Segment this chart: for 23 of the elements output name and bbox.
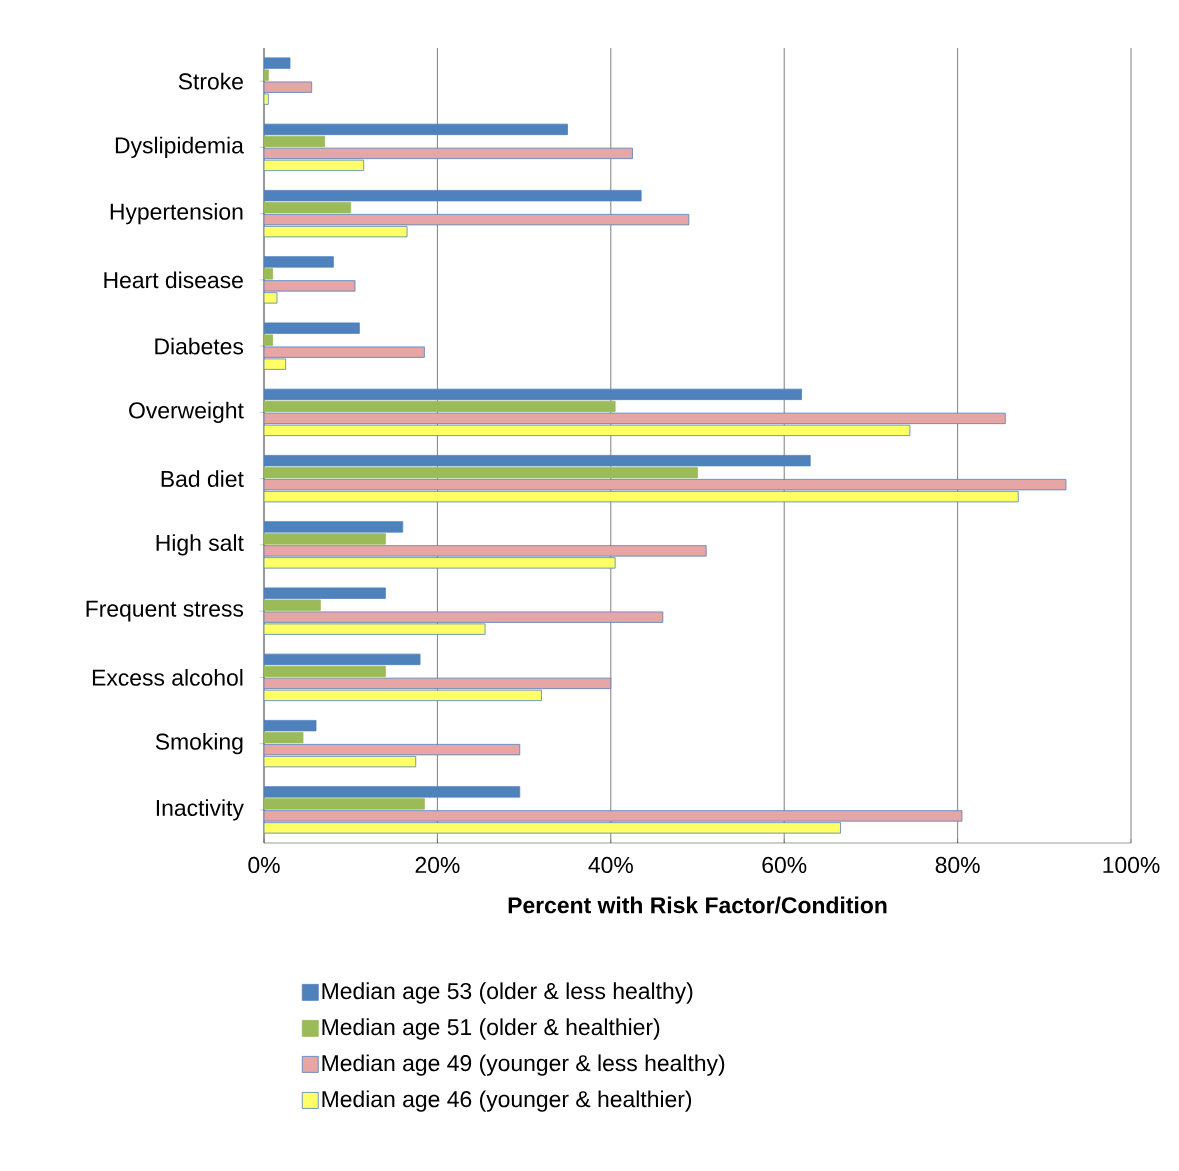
x-tick-label: 20% bbox=[415, 856, 460, 874]
y-tick-label: Stroke bbox=[178, 72, 243, 90]
legend-label: Median age 46 (younger & healthier) bbox=[322, 1090, 692, 1112]
y-tick-label: High salt bbox=[156, 534, 244, 556]
y-tick-label: Smoking bbox=[155, 732, 243, 755]
x-tick-label: 100% bbox=[1103, 856, 1160, 874]
legend-label: Median age 49 (younger & less healthy) bbox=[322, 1054, 725, 1076]
y-tick-label: Inactivity bbox=[156, 799, 244, 821]
y-tick-label: Hypertension bbox=[110, 202, 243, 225]
x-tick-label: 60% bbox=[762, 856, 807, 874]
y-tick-label: Bad diet bbox=[161, 470, 244, 488]
y-tick-label: Diabetes bbox=[155, 337, 244, 355]
x-tick-label: 0% bbox=[248, 856, 280, 874]
legend-label: Median age 53 (older & less healthy) bbox=[322, 982, 693, 1004]
y-tick-label: Heart disease bbox=[104, 271, 243, 289]
y-tick-label: Excess alcohol bbox=[92, 668, 243, 686]
y-tick-label: Frequent stress bbox=[86, 600, 244, 622]
x-tick-label: 40% bbox=[588, 856, 633, 874]
legend-label: Median age 51 (older & healthier) bbox=[322, 1018, 660, 1040]
y-tick-label: Dyslipidemia bbox=[115, 136, 244, 159]
x-axis-title: Percent with Risk Factor/Condition bbox=[508, 896, 887, 914]
x-tick-label: 80% bbox=[935, 856, 980, 874]
y-tick-label: Overweight bbox=[129, 401, 244, 424]
